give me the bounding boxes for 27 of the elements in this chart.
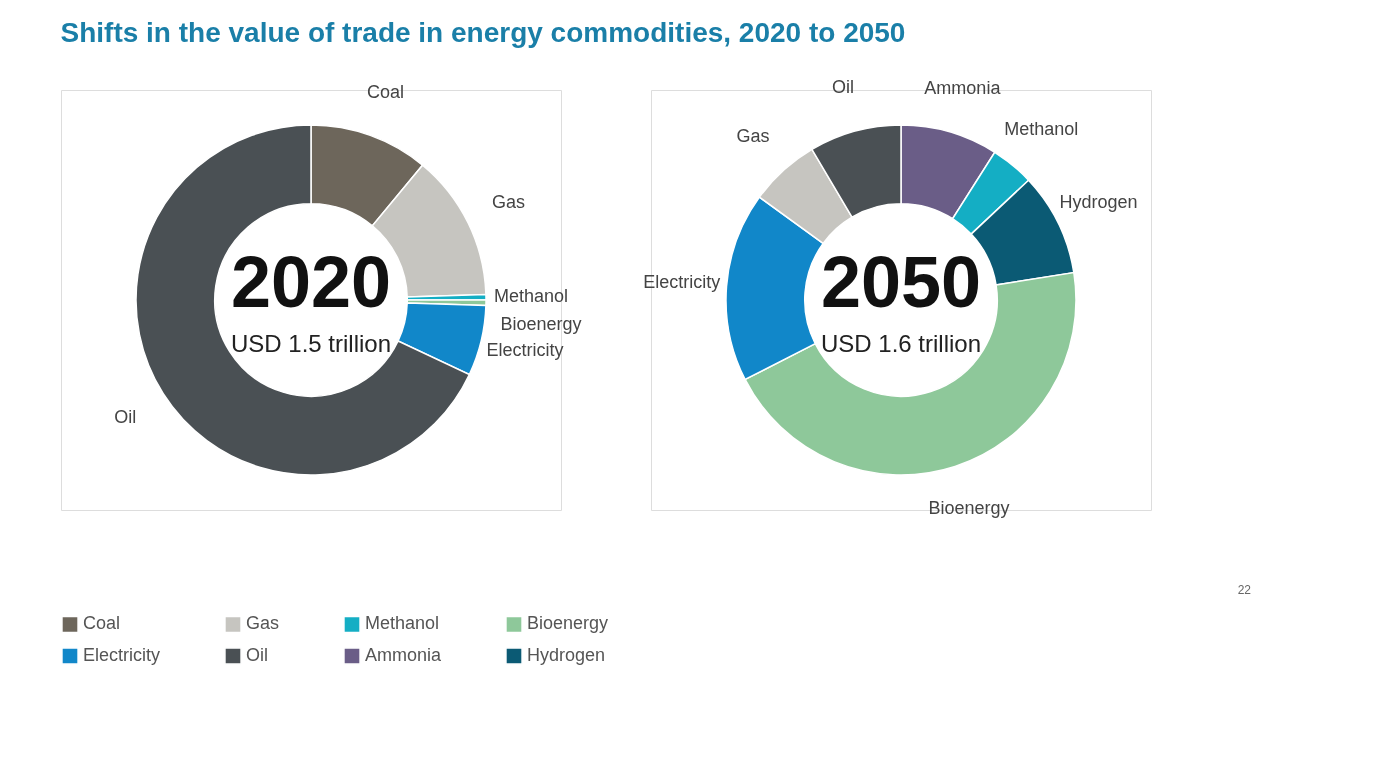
text: USD 1.5 trillion: [230, 330, 392, 357]
legend-label: Gas: [246, 613, 280, 634]
legend-label: Ammonia: [365, 645, 443, 665]
slice-label: Methanol: [493, 285, 568, 306]
legend-label: Bioenergy: [527, 613, 609, 634]
slice-label: Coal: [367, 82, 405, 103]
slice-label: Ammonia: [924, 77, 1002, 98]
chart-title: Shifts in the value of trade in energy commodities, 2020 to 2050: [60, 17, 906, 49]
legend-label: Electricity: [83, 645, 161, 665]
slice-label: Oil: [114, 406, 137, 427]
text: 2020: [230, 242, 392, 322]
slice-label: Oil: [831, 76, 854, 97]
slice-label: Gas: [736, 126, 770, 147]
slice-label: Electricity: [643, 271, 721, 292]
legend-label: Coal: [83, 613, 121, 634]
text: 22: [1237, 583, 1252, 597]
slice-label: Hydrogen: [1059, 192, 1138, 213]
slice-label: Methanol: [1004, 119, 1079, 140]
text: 2050: [820, 242, 982, 322]
slice-label: Bioenergy: [928, 498, 1010, 519]
legend-label: Methanol: [365, 613, 440, 634]
slice-label: Electricity: [486, 340, 564, 361]
legend-label: Oil: [246, 645, 268, 665]
slice-label: Gas: [492, 192, 526, 213]
legend-label: Hydrogen: [527, 645, 606, 665]
slice-label: Bioenergy: [500, 314, 582, 335]
text: USD 1.6 trillion: [820, 330, 982, 357]
